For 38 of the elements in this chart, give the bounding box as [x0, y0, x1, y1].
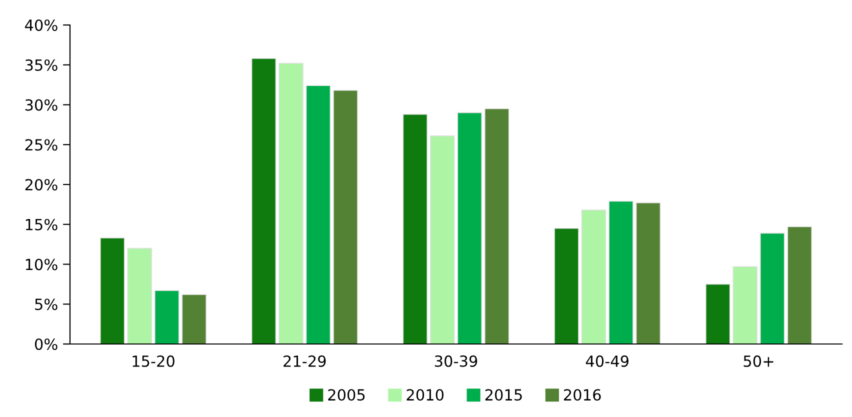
legend-label: 2015: [485, 389, 522, 401]
bar: [127, 248, 152, 344]
legend-label: 2016: [564, 389, 601, 401]
legend-label: 2005: [328, 389, 365, 401]
x-tick-label: 30-39: [434, 355, 478, 367]
y-tick-label: 0%: [34, 338, 58, 350]
bar: [333, 90, 358, 344]
y-tick-label: 30%: [25, 99, 58, 111]
bar: [484, 108, 510, 344]
y-tick-label: 40%: [24, 19, 58, 32]
bar: [154, 290, 180, 344]
legend-label: 2010: [406, 389, 444, 401]
x-tick-label: 21-29: [284, 355, 326, 367]
y-tick-label: 10%: [26, 258, 58, 270]
y-tick-label: 35%: [25, 59, 58, 71]
bar: [732, 266, 758, 344]
x-tick-label: 15-20: [132, 355, 174, 367]
bar: [306, 85, 331, 344]
bar: [182, 294, 207, 344]
bar: [402, 114, 428, 344]
y-tick-label: 25%: [25, 139, 58, 151]
x-tick-label: 50+: [744, 355, 774, 367]
bar: [608, 200, 634, 344]
y-tick-label: 15%: [26, 218, 58, 230]
bar: [251, 58, 276, 344]
bar: [100, 238, 125, 344]
x-tick-label: 40-49: [586, 355, 628, 367]
y-tick-label: 20%: [25, 178, 58, 191]
bar: [278, 62, 304, 344]
bar: [787, 226, 812, 344]
bar: [457, 112, 482, 344]
bar: [636, 202, 661, 344]
bar: [705, 284, 730, 344]
bar: [430, 135, 455, 344]
bar: [760, 232, 785, 344]
bar: [581, 210, 606, 344]
y-tick-label: 5%: [35, 298, 58, 310]
bar: [554, 228, 579, 344]
